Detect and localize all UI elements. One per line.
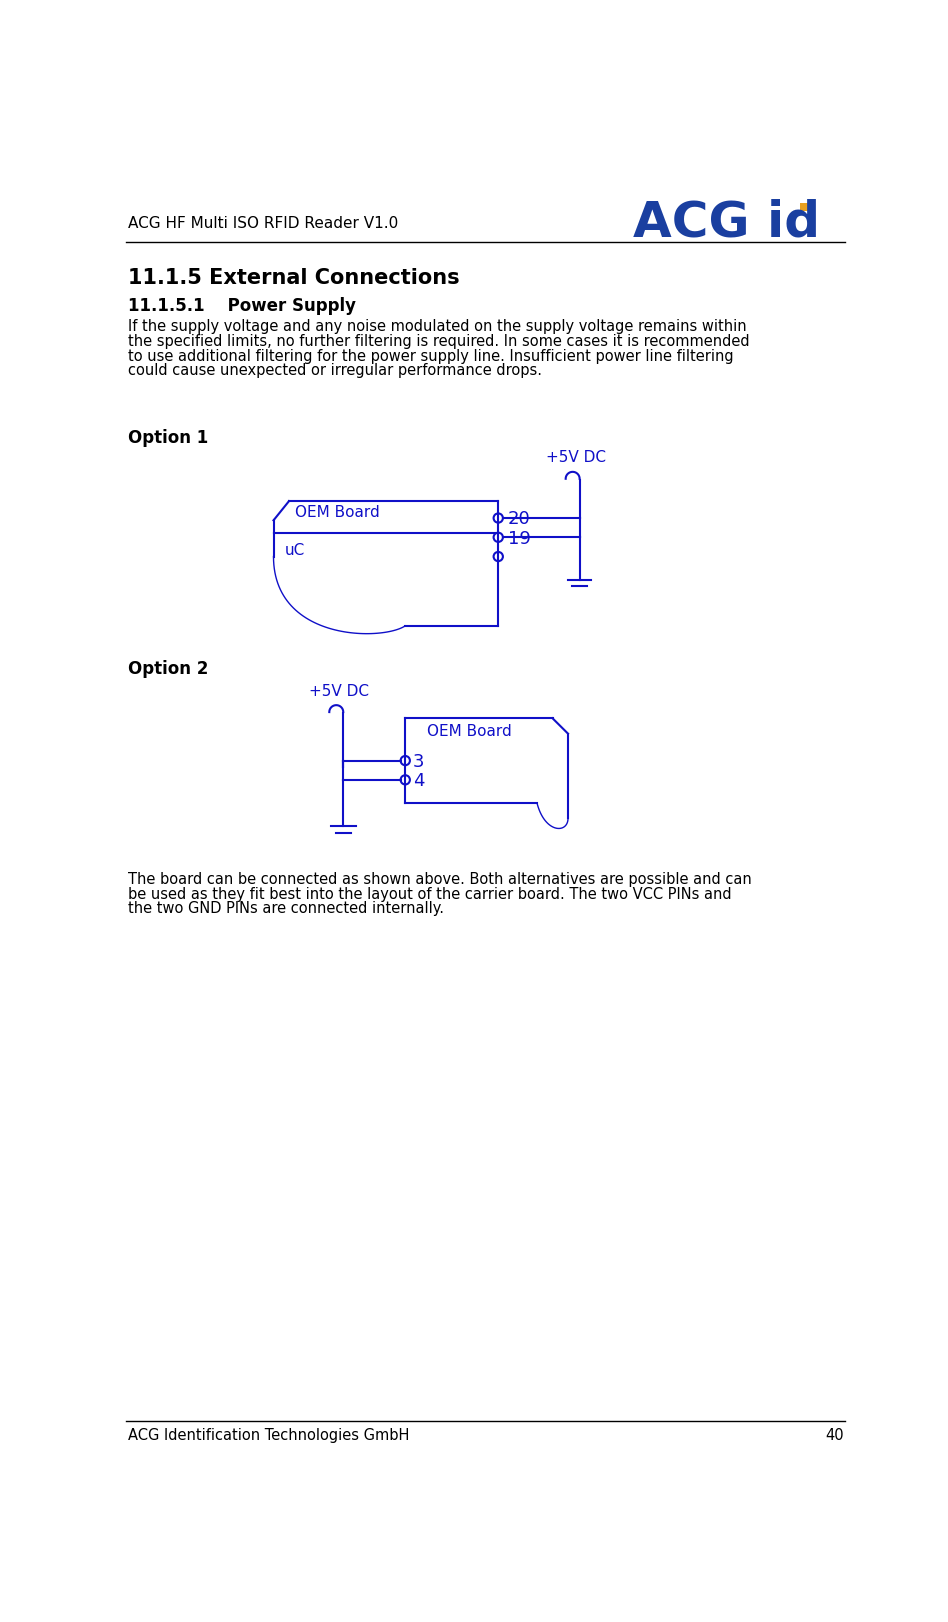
Text: ACG HF Multi ISO RFID Reader V1.0: ACG HF Multi ISO RFID Reader V1.0 xyxy=(128,216,398,232)
Text: +5V DC: +5V DC xyxy=(309,683,370,699)
Text: uC: uC xyxy=(285,543,305,558)
Text: 11.1.5.1    Power Supply: 11.1.5.1 Power Supply xyxy=(128,297,356,315)
Text: 19: 19 xyxy=(507,530,531,548)
Text: be used as they fit best into the layout of the carrier board. The two VCC PINs : be used as they fit best into the layout… xyxy=(128,887,732,902)
Text: Option 2: Option 2 xyxy=(128,660,209,678)
Text: to use additional filtering for the power supply line. Insufficient power line f: to use additional filtering for the powe… xyxy=(128,349,734,363)
Text: OEM Board: OEM Board xyxy=(295,504,380,521)
Text: The board can be connected as shown above. Both alternatives are possible and ca: The board can be connected as shown abov… xyxy=(128,873,752,887)
Text: 40: 40 xyxy=(826,1427,844,1442)
Text: 11.1.5 External Connections: 11.1.5 External Connections xyxy=(128,268,460,287)
Text: could cause unexpected or irregular performance drops.: could cause unexpected or irregular perf… xyxy=(128,363,542,378)
FancyBboxPatch shape xyxy=(800,203,809,211)
Text: If the supply voltage and any noise modulated on the supply voltage remains with: If the supply voltage and any noise modu… xyxy=(128,320,746,334)
Text: 3: 3 xyxy=(413,753,425,770)
Text: the specified limits, no further filtering is required. In some cases it is reco: the specified limits, no further filteri… xyxy=(128,334,750,349)
Text: the two GND PINs are connected internally.: the two GND PINs are connected internall… xyxy=(128,902,444,916)
Text: 20: 20 xyxy=(507,511,530,529)
Text: Option 1: Option 1 xyxy=(128,430,208,448)
Text: ACG Identification Technologies GmbH: ACG Identification Technologies GmbH xyxy=(128,1427,410,1442)
Text: 4: 4 xyxy=(413,772,425,790)
Text: ACG id: ACG id xyxy=(633,198,820,247)
Text: OEM Board: OEM Board xyxy=(427,725,512,740)
Text: +5V DC: +5V DC xyxy=(546,451,606,466)
